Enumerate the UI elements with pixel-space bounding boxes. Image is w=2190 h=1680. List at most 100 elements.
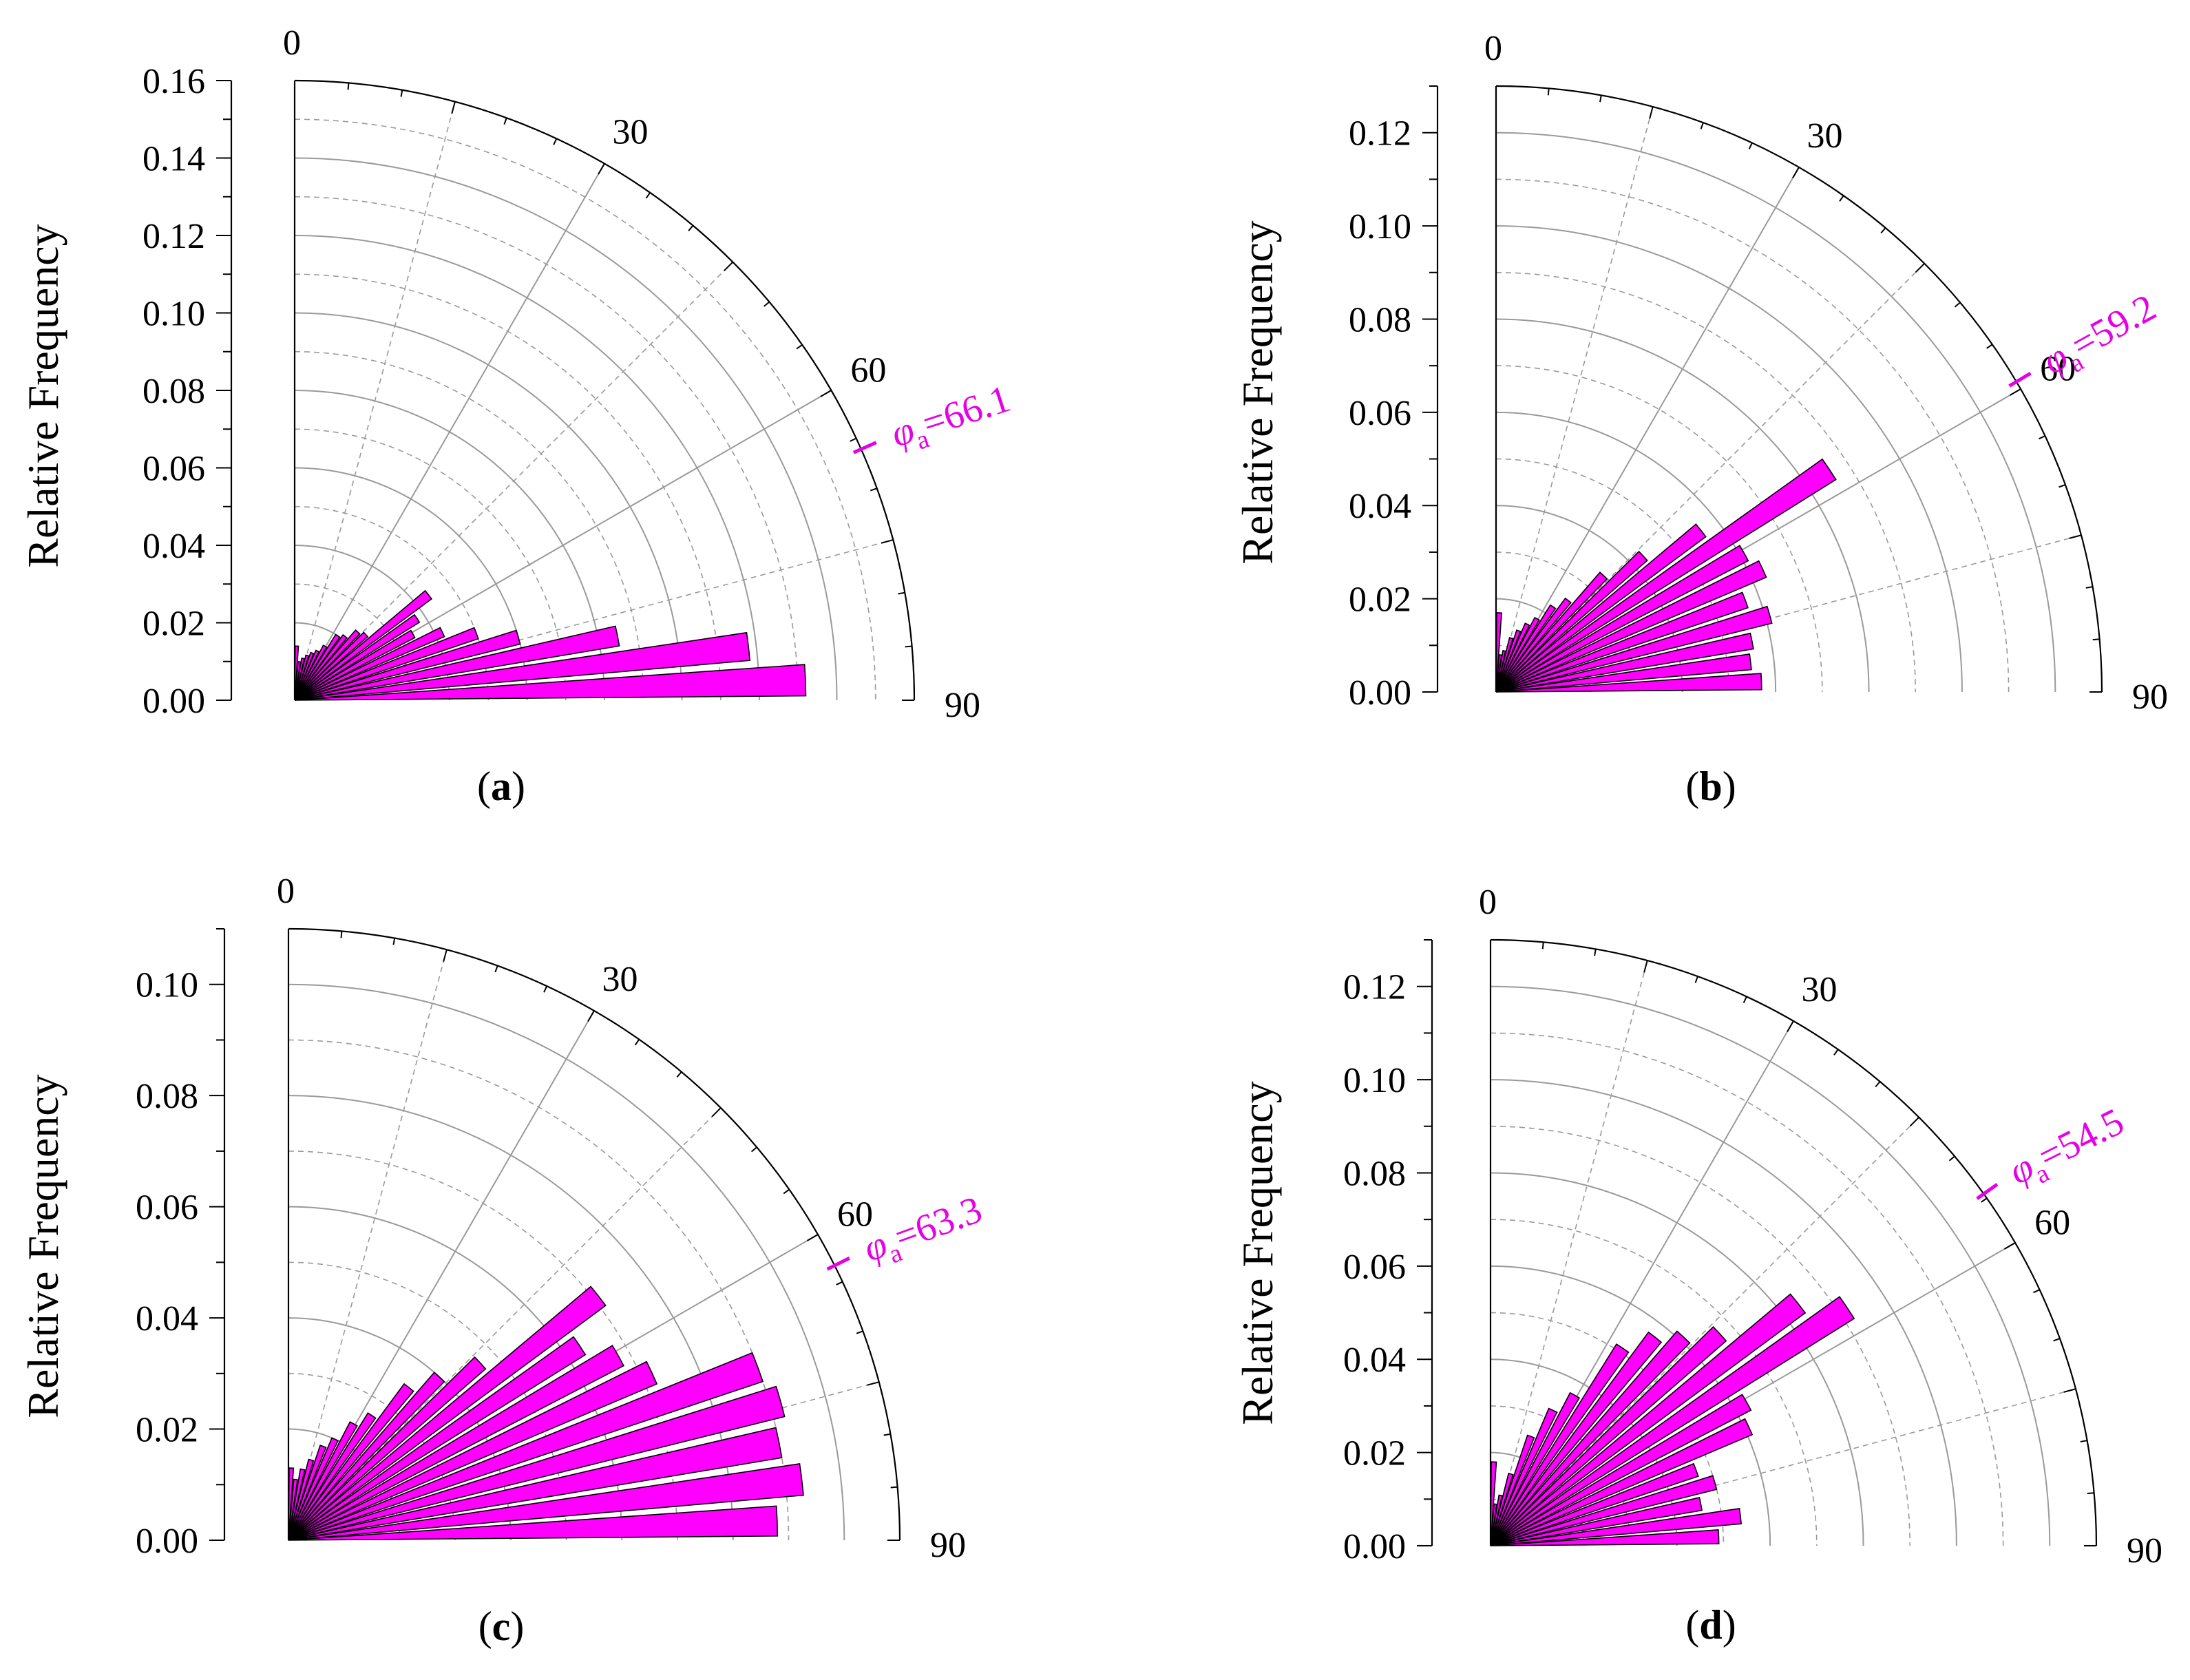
- y-tick-label: 0.02: [1349, 580, 1411, 620]
- y-tick-label: 0.00: [143, 682, 205, 721]
- angle-tick: [883, 1433, 891, 1436]
- polar-bar: [1495, 550, 1648, 693]
- polar-chart-d: 0.00 0.02 0.04 0.06 0.08 0.10 0.12 Relative Fre…: [1233, 883, 2162, 1648]
- grid-spoke: [288, 949, 448, 1541]
- polar-bar: [288, 1421, 358, 1541]
- caption-close: ): [1723, 764, 1736, 809]
- polar-bar: [1490, 1418, 1754, 1546]
- angle-tick: [2033, 1289, 2040, 1294]
- angle-tick: [1700, 122, 1704, 129]
- polar-bar: [288, 1445, 327, 1541]
- polar-bar: [288, 1372, 445, 1541]
- angle-tick: [836, 1281, 843, 1285]
- polar-bar: [1495, 632, 1754, 693]
- grid-ring: [288, 1261, 567, 1541]
- polar-bar: [294, 629, 361, 701]
- angle-tick: [1547, 88, 1550, 96]
- caption-open: (: [477, 764, 491, 809]
- grid-ring: [1490, 1219, 1818, 1546]
- mean-angle-label: φa=66.1: [886, 377, 1018, 462]
- polar-bar: [1490, 1392, 1581, 1546]
- polar-bar: [288, 1345, 625, 1541]
- angle-tick: [688, 224, 694, 231]
- polar-bar: [1495, 673, 1762, 693]
- caption-open: (: [478, 1604, 492, 1649]
- y-tick-label: 0.04: [1349, 487, 1411, 526]
- y-tick-label: 0.02: [143, 605, 205, 644]
- angle-tick: [867, 1381, 880, 1386]
- caption-letter: b: [1699, 764, 1722, 809]
- y-tick-label: 0.00: [136, 1522, 198, 1561]
- angle-tick: [392, 938, 396, 945]
- y-tick-label: 0.04: [136, 1299, 198, 1338]
- mean-angle-marker: [2008, 371, 2032, 388]
- polar-bar: [1495, 458, 1837, 693]
- y-tick-label: 0.10: [143, 295, 205, 334]
- angle-tick: [820, 390, 832, 397]
- angle-tick: [494, 965, 498, 973]
- angle-tick: [870, 487, 878, 492]
- angle-tick: [340, 931, 343, 938]
- angle-tick: [451, 101, 456, 114]
- mean-angle-label: φa=54.5: [2002, 1100, 2134, 1199]
- polar-bar: [294, 633, 341, 701]
- polar-bar: [288, 1336, 587, 1541]
- angle-tick: [881, 539, 894, 544]
- polar-bar: [288, 1383, 414, 1541]
- angle-tick: [1594, 949, 1597, 956]
- polar-bar: [1490, 1508, 1742, 1546]
- angle-tick: [723, 261, 734, 272]
- y-axis-title: Relative Frequency: [1233, 220, 1282, 564]
- panel-caption: (b): [1685, 764, 1736, 809]
- polar-bar: [1495, 591, 1749, 693]
- y-tick-label: 0.08: [1349, 300, 1411, 339]
- y-tick-label: 0.12: [1349, 114, 1411, 154]
- angle-tick: [890, 1486, 898, 1489]
- mean-angle-label: φa=59.2: [2036, 286, 2167, 388]
- grid-spoke: [294, 539, 894, 701]
- polar-bar: [1495, 597, 1572, 693]
- polar-bar: [288, 1463, 804, 1541]
- angle-tick: [856, 1330, 863, 1334]
- angle-tick: [645, 192, 651, 199]
- grid-ring: [1490, 1172, 1864, 1546]
- angle-label: 30: [1807, 116, 1843, 156]
- y-tick-label: 0.16: [143, 62, 205, 101]
- polar-chart-a: 0.00 0.02 0.04 0.06 0.08 0.10 0.12 0.14 0.16 Rela…: [19, 23, 1018, 809]
- angle-tick: [553, 138, 558, 145]
- polar-bar: [288, 1505, 779, 1541]
- y-tick-label: 0.10: [136, 966, 198, 1005]
- mean-angle-annotation: φa=54.5: [2002, 1100, 2134, 1199]
- polar-bar: [294, 627, 479, 701]
- grid-spoke: [294, 262, 733, 701]
- polar-bar: [294, 589, 433, 701]
- y-tick-label: 0.06: [143, 450, 205, 489]
- y-axis-title: Relative Frequency: [1233, 1081, 1282, 1425]
- mean-angle-value: =66.1: [918, 377, 1015, 445]
- y-tick-label: 0.12: [1343, 968, 1406, 1007]
- angle-tick: [2039, 435, 2045, 440]
- angle-tick: [1649, 106, 1654, 119]
- grid-spoke: [1495, 263, 1925, 693]
- y-axis-title: Relative Frequency: [19, 224, 67, 567]
- angle-label: 60: [2034, 1204, 2070, 1243]
- angle-label: 30: [602, 960, 638, 999]
- angle-label: 60: [837, 1195, 873, 1235]
- polar-bar: [1490, 1407, 1558, 1546]
- y-tick-label: 0.12: [143, 217, 205, 256]
- angle-tick: [2063, 1388, 2076, 1393]
- grid-ring: [294, 157, 838, 701]
- y-tick-label: 0.14: [143, 140, 205, 179]
- grid-spoke: [294, 163, 605, 701]
- polar-bar: [288, 1352, 764, 1541]
- y-tick-label: 0.02: [1343, 1434, 1406, 1473]
- polar-bar: [1490, 1475, 1718, 1546]
- angle-tick: [1839, 195, 1844, 202]
- mean-angle-value: =54.5: [2032, 1100, 2131, 1179]
- polar-bar: [1495, 653, 1752, 693]
- angle-tick: [711, 1107, 722, 1117]
- y-tick-label: 0.00: [1349, 673, 1411, 713]
- angle-tick: [503, 117, 507, 125]
- angle-tick: [2059, 484, 2066, 488]
- y-tick-label: 0.08: [136, 1077, 198, 1116]
